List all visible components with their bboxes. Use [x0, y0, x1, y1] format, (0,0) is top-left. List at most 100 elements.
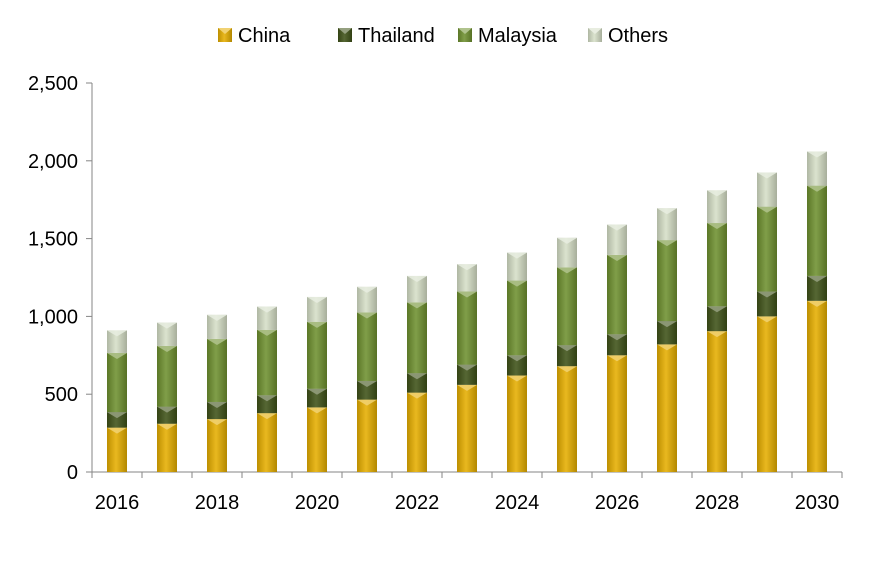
- bar-segment-china-2022: [407, 392, 427, 472]
- bar-segment-thailand-2019: [257, 395, 277, 414]
- bar-bevel-china-2030: [807, 300, 827, 307]
- bar-segment-others-2018: [207, 314, 227, 339]
- bar-bevel-thailand-2023: [457, 364, 477, 371]
- bar-bevel-malaysia-2018: [207, 338, 227, 345]
- bar-segment-china-2024: [507, 375, 527, 472]
- legend-swatch-bevel: [338, 28, 352, 34]
- bar-segment-thailand-2025: [557, 345, 577, 367]
- bar-bevel-malaysia-2026: [607, 254, 627, 261]
- bar-segment-malaysia-2020: [307, 321, 327, 389]
- bar-segment-others-2026: [607, 224, 627, 255]
- x-tick-label: 2028: [695, 492, 740, 514]
- y-tick-label: 2,500: [28, 73, 78, 95]
- x-tick-label: 2016: [95, 492, 140, 514]
- bar-segment-china-2027: [657, 344, 677, 472]
- bar-bevel-china-2024: [507, 375, 527, 382]
- bar-stack-2025: [557, 237, 577, 472]
- y-tick-label: 500: [45, 384, 78, 406]
- bar-segment-others-2025: [557, 237, 577, 268]
- bar-segment-others-2029: [757, 172, 777, 207]
- bar-segment-china-2021: [357, 399, 377, 472]
- bar-bevel-others-2023: [457, 264, 477, 271]
- bar-segment-china-2016: [107, 427, 127, 472]
- bar-stack-2023: [457, 264, 477, 472]
- bar-bevel-others-2021: [357, 286, 377, 293]
- bar-segment-malaysia-2018: [207, 338, 227, 402]
- bar-bevel-malaysia-2027: [657, 240, 677, 247]
- bar-segment-thailand-2023: [457, 364, 477, 385]
- bar-bevel-malaysia-2017: [157, 345, 177, 352]
- bar-bevel-thailand-2028: [707, 306, 727, 313]
- bar-stack-2022: [407, 275, 427, 472]
- bar-bevel-china-2022: [407, 392, 427, 399]
- bar-bevel-others-2029: [757, 172, 777, 179]
- bar-segment-china-2017: [157, 423, 177, 472]
- bar-bevel-china-2028: [707, 331, 727, 338]
- bar-segment-others-2021: [357, 286, 377, 313]
- x-tick-label: 2022: [395, 492, 440, 514]
- bar-stack-2017: [157, 322, 177, 472]
- y-tick-label: 0: [67, 462, 78, 484]
- bar-bevel-malaysia-2025: [557, 267, 577, 274]
- bar-segment-others-2022: [407, 275, 427, 303]
- bar-segment-thailand-2026: [607, 334, 627, 356]
- bar-bevel-malaysia-2028: [707, 223, 727, 230]
- bar-bevel-china-2019: [257, 413, 277, 420]
- bar-segment-others-2028: [707, 190, 727, 224]
- bar-bevel-thailand-2017: [157, 406, 177, 413]
- bar-bevel-others-2028: [707, 190, 727, 197]
- bar-stack-2024: [507, 252, 527, 472]
- bar-segment-malaysia-2022: [407, 302, 427, 374]
- bars: [107, 151, 827, 472]
- bar-stack-2018: [207, 314, 227, 472]
- bar-stack-2029: [757, 172, 777, 472]
- bar-bevel-others-2030: [807, 151, 827, 158]
- bar-segment-thailand-2016: [107, 412, 127, 428]
- legend-label-thailand: Thailand: [358, 25, 435, 47]
- bar-bevel-thailand-2021: [357, 380, 377, 387]
- bar-segment-malaysia-2023: [457, 291, 477, 365]
- bar-bevel-malaysia-2030: [807, 185, 827, 192]
- bar-segment-thailand-2022: [407, 373, 427, 393]
- bar-segment-others-2030: [807, 151, 827, 186]
- bar-segment-thailand-2029: [757, 291, 777, 317]
- bar-bevel-malaysia-2021: [357, 312, 377, 319]
- bar-segment-malaysia-2016: [107, 352, 127, 413]
- bar-bevel-malaysia-2020: [307, 321, 327, 328]
- bar-segment-thailand-2017: [157, 406, 177, 424]
- bar-segment-others-2019: [257, 306, 277, 330]
- bar-segment-malaysia-2027: [657, 240, 677, 322]
- bar-bevel-china-2021: [357, 399, 377, 406]
- bar-bevel-china-2020: [307, 407, 327, 414]
- legend-item-others: Others: [588, 25, 668, 47]
- bar-segment-others-2017: [157, 322, 177, 346]
- bar-bevel-china-2027: [657, 344, 677, 351]
- x-tick-label: 2020: [295, 492, 340, 514]
- bar-segment-thailand-2028: [707, 306, 727, 332]
- bar-segment-thailand-2021: [357, 380, 377, 400]
- bar-bevel-others-2022: [407, 275, 427, 282]
- bar-segment-china-2018: [207, 419, 227, 472]
- bar-stack-2019: [257, 306, 277, 472]
- x-tick-label: 2018: [195, 492, 240, 514]
- bar-segment-malaysia-2030: [807, 185, 827, 276]
- bar-bevel-china-2018: [207, 419, 227, 426]
- bar-segment-malaysia-2026: [607, 254, 627, 335]
- bar-segment-others-2027: [657, 208, 677, 241]
- legend-swatch-thailand: [338, 28, 352, 42]
- bar-segment-china-2025: [557, 366, 577, 472]
- legend-swatch-others: [588, 28, 602, 42]
- bar-bevel-thailand-2022: [407, 373, 427, 380]
- bar-segment-thailand-2027: [657, 321, 677, 345]
- legend-label-others: Others: [608, 25, 668, 47]
- bar-bevel-thailand-2018: [207, 401, 227, 408]
- bar-segment-others-2023: [457, 264, 477, 292]
- bar-segment-thailand-2020: [307, 388, 327, 408]
- bar-segment-china-2029: [757, 316, 777, 472]
- bar-segment-malaysia-2021: [357, 312, 377, 381]
- x-axis: 2016 2018 2020 2022 2024 2026 2028 2030: [91, 471, 843, 514]
- legend: China Thailand Malaysia Others: [218, 25, 668, 47]
- bar-bevel-others-2019: [257, 306, 277, 313]
- bar-bevel-others-2016: [107, 330, 127, 337]
